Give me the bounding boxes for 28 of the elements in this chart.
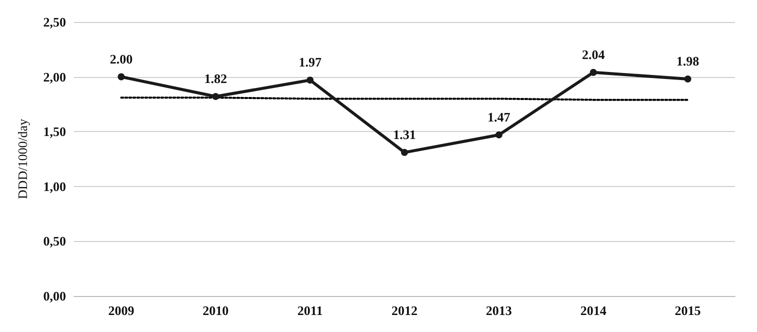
y-tick-label: 2,00 [43, 69, 66, 84]
point [495, 131, 502, 138]
y-tick-label: 0,00 [43, 288, 66, 304]
x-tick-label: 2009 [108, 303, 135, 318]
point [118, 73, 125, 80]
data-label: 1.98 [676, 53, 700, 68]
data-label: 1.47 [488, 109, 511, 124]
point [401, 148, 408, 156]
x-tick-label: 2015 [674, 303, 702, 318]
y-tick-label: 1,50 [43, 124, 66, 140]
point [306, 76, 314, 84]
data-label: 2.00 [110, 51, 133, 66]
point [212, 93, 220, 100]
data-label: 1.97 [298, 54, 322, 70]
y-tick-label: 1,00 [43, 178, 66, 194]
data-label: 1.82 [204, 71, 228, 86]
y-tick-label: 0,50 [43, 234, 66, 249]
point [684, 75, 692, 82]
data-label: 2.04 [582, 46, 606, 62]
x-tick-label: 2014 [580, 303, 607, 318]
y-tick-label: 2,50 [43, 14, 66, 30]
x-tick-label: 2010 [202, 303, 229, 318]
data-label: 1.31 [393, 126, 416, 142]
x-tick-label: 2012 [392, 303, 418, 318]
x-tick-label: 2011 [297, 303, 323, 318]
point [590, 68, 597, 76]
y-axis-title: DDD/1000/day [15, 118, 30, 200]
x-tick-label: 2013 [486, 303, 512, 318]
